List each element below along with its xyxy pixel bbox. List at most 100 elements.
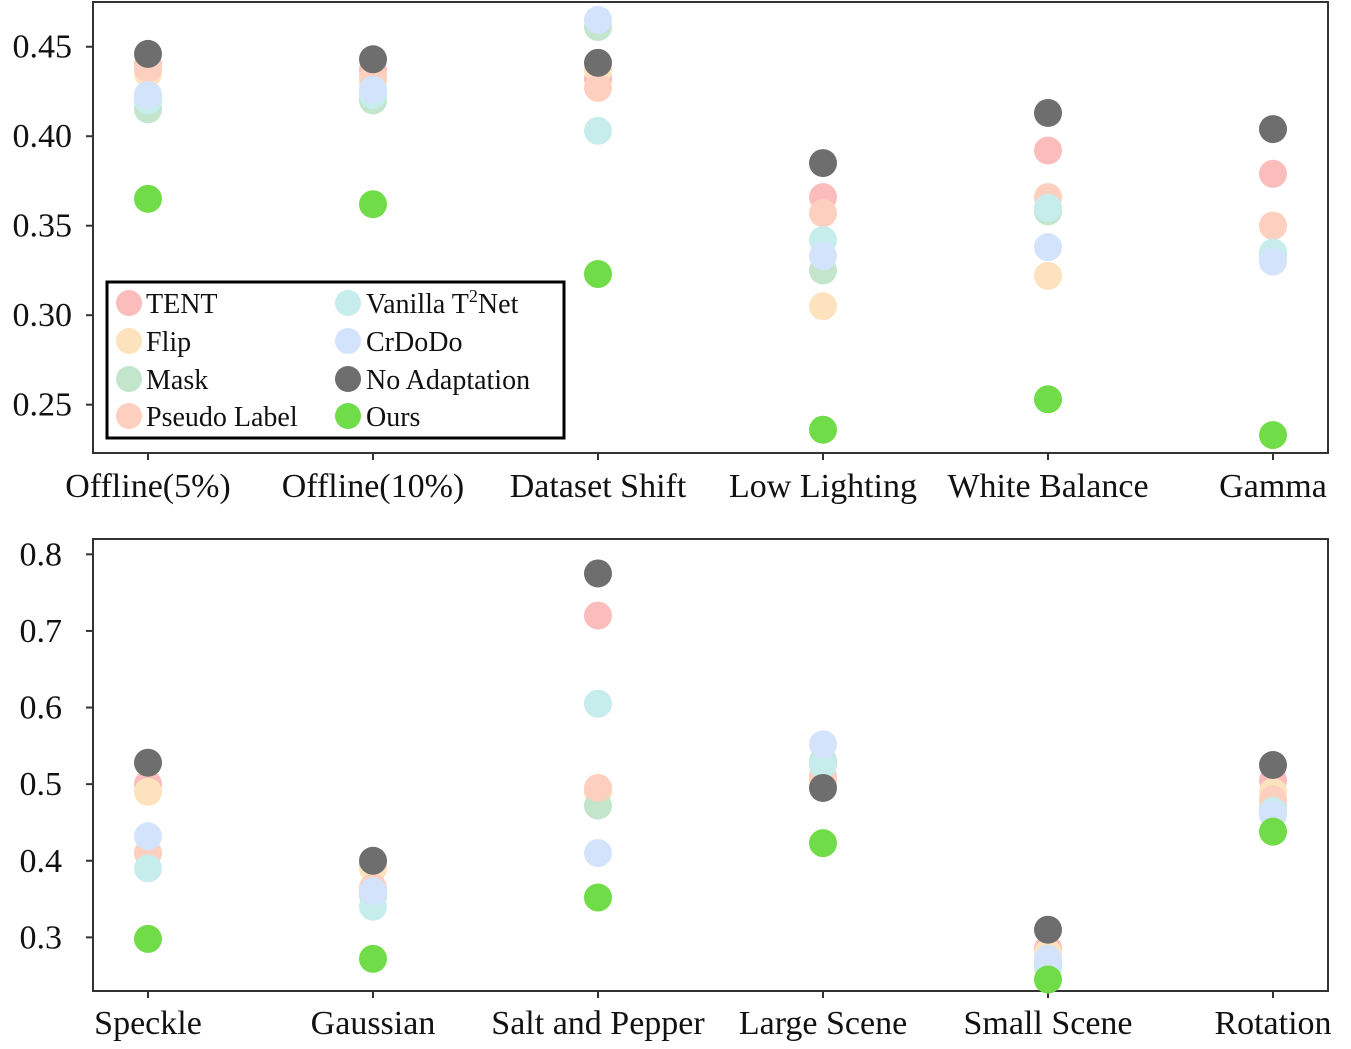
point-ours-rotation	[1259, 817, 1287, 846]
point-pseudo-label-salt-and-pepper	[584, 773, 612, 802]
point-no-adaptation-white-balance	[1034, 98, 1062, 127]
x-tick-label-offline-5: Offline(5%)	[65, 468, 231, 505]
legend-marker	[116, 403, 142, 429]
point-crdodo-gaussian	[359, 877, 387, 906]
point-crdodo-gamma	[1259, 247, 1287, 276]
x-tick-label-large-scene: Large Scene	[739, 1005, 907, 1042]
x-tick-label-salt-and-pepper: Salt and Pepper	[491, 1005, 705, 1042]
x-tick-label-small-scene: Small Scene	[963, 1005, 1132, 1042]
point-crdodo-low-lighting	[809, 242, 837, 271]
y-tick-label: 0.35	[13, 208, 73, 245]
legend-label: No Adaptation	[366, 365, 530, 396]
series-crdodo	[134, 5, 1287, 276]
legend-marker	[335, 290, 361, 316]
legend-item-tent: TENT	[116, 289, 218, 320]
point-tent-gamma	[1259, 159, 1287, 188]
series-vanilla-t2net	[134, 689, 1287, 979]
point-ours-white-balance	[1034, 385, 1062, 414]
point-flip-white-balance	[1034, 261, 1062, 290]
point-crdodo-small-scene	[1034, 944, 1062, 973]
series-tent	[134, 50, 1287, 212]
point-vanilla-t2net-salt-and-pepper	[584, 689, 612, 718]
x-tick-label-gaussian: Gaussian	[311, 1005, 436, 1042]
legend-label: Vanilla T2Net	[366, 286, 519, 320]
series-pseudo-label	[134, 54, 1287, 240]
legend-label: Flip	[146, 327, 191, 358]
series-ours	[134, 184, 1287, 450]
point-tent-white-balance	[1034, 136, 1062, 165]
legend: TENT Flip Mask Pseudo Label Vanilla T2Net CrD…	[105, 280, 566, 440]
series-tent	[134, 601, 1287, 963]
series-mask	[134, 13, 1287, 285]
plot-frame	[92, 538, 1329, 992]
y-tick-label: 0.7	[20, 613, 63, 650]
legend-item-mask: Mask	[116, 365, 208, 396]
x-tick-label-offline-10: Offline(10%)	[282, 468, 465, 505]
legend-marker	[335, 366, 361, 392]
legend-item-flip: Flip	[116, 327, 191, 358]
series-pseudo-label	[134, 762, 1287, 975]
legend-label: TENT	[146, 289, 218, 320]
point-ours-offline-5	[134, 184, 162, 213]
point-no-adaptation-rotation	[1259, 751, 1287, 779]
point-no-adaptation-large-scene	[809, 773, 837, 802]
series-mask	[134, 747, 1287, 981]
plot-frame	[92, 1, 1329, 454]
x-tick-label-dataset-shift: Dataset Shift	[510, 468, 687, 505]
point-crdodo-white-balance	[1034, 233, 1062, 262]
point-ours-dataset-shift	[584, 260, 612, 289]
series-no-adaptation	[134, 39, 1287, 178]
x-tick-label-low-lighting: Low Lighting	[729, 468, 917, 505]
point-ours-gamma	[1259, 421, 1287, 450]
point-crdodo-offline-10	[359, 75, 387, 104]
point-no-adaptation-gaussian	[359, 846, 387, 875]
legend-label: CrDoDo	[366, 327, 462, 358]
point-vanilla-t2net-white-balance	[1034, 193, 1062, 222]
point-ours-speckle	[134, 924, 162, 953]
point-crdodo-salt-and-pepper	[584, 839, 612, 868]
x-tick-label-speckle: Speckle	[94, 1005, 202, 1042]
point-crdodo-dataset-shift	[584, 5, 612, 34]
point-pseudo-label-gamma	[1259, 211, 1287, 240]
legend-item-no-adaptation: No Adaptation	[335, 365, 530, 396]
point-crdodo-speckle	[134, 822, 162, 851]
point-ours-salt-and-pepper	[584, 883, 612, 912]
series-ours	[134, 817, 1287, 994]
point-pseudo-label-low-lighting	[809, 199, 837, 228]
legend-label: Mask	[146, 365, 208, 396]
legend-label: Ours	[366, 402, 420, 433]
point-no-adaptation-small-scene	[1034, 915, 1062, 944]
point-flip-low-lighting	[809, 292, 837, 321]
legend-item-crdodo: CrDoDo	[335, 327, 462, 358]
point-ours-low-lighting	[809, 415, 837, 444]
point-vanilla-t2net-large-scene	[809, 751, 837, 779]
legend-marker	[335, 403, 361, 429]
point-no-adaptation-offline-10	[359, 45, 387, 74]
legend-box	[105, 280, 566, 440]
point-ours-gaussian	[359, 944, 387, 973]
point-no-adaptation-salt-and-pepper	[584, 559, 612, 588]
legend-item-vanilla-t2net: Vanilla T2Net	[335, 286, 519, 320]
point-vanilla-t2net-dataset-shift	[584, 116, 612, 145]
point-vanilla-t2net-speckle	[134, 854, 162, 883]
legend-marker	[116, 328, 142, 354]
point-no-adaptation-offline-5	[134, 39, 162, 68]
legend-marker	[116, 366, 142, 392]
y-tick-label: 0.5	[20, 766, 63, 803]
point-no-adaptation-dataset-shift	[584, 48, 612, 77]
y-tick-label: 0.30	[13, 297, 73, 334]
x-tick-label-gamma: Gamma	[1219, 468, 1327, 505]
series-crdodo	[134, 730, 1287, 973]
legend-label: Pseudo Label	[146, 402, 298, 433]
legend-marker	[335, 328, 361, 354]
point-ours-large-scene	[809, 829, 837, 858]
y-tick-label: 0.3	[20, 919, 63, 956]
point-crdodo-offline-5	[134, 81, 162, 110]
point-no-adaptation-low-lighting	[809, 149, 837, 178]
x-tick-label-rotation: Rotation	[1214, 1005, 1331, 1042]
point-no-adaptation-gamma	[1259, 115, 1287, 144]
y-tick-label: 0.45	[13, 29, 73, 66]
series-no-adaptation	[134, 559, 1287, 944]
series-flip	[134, 770, 1287, 967]
